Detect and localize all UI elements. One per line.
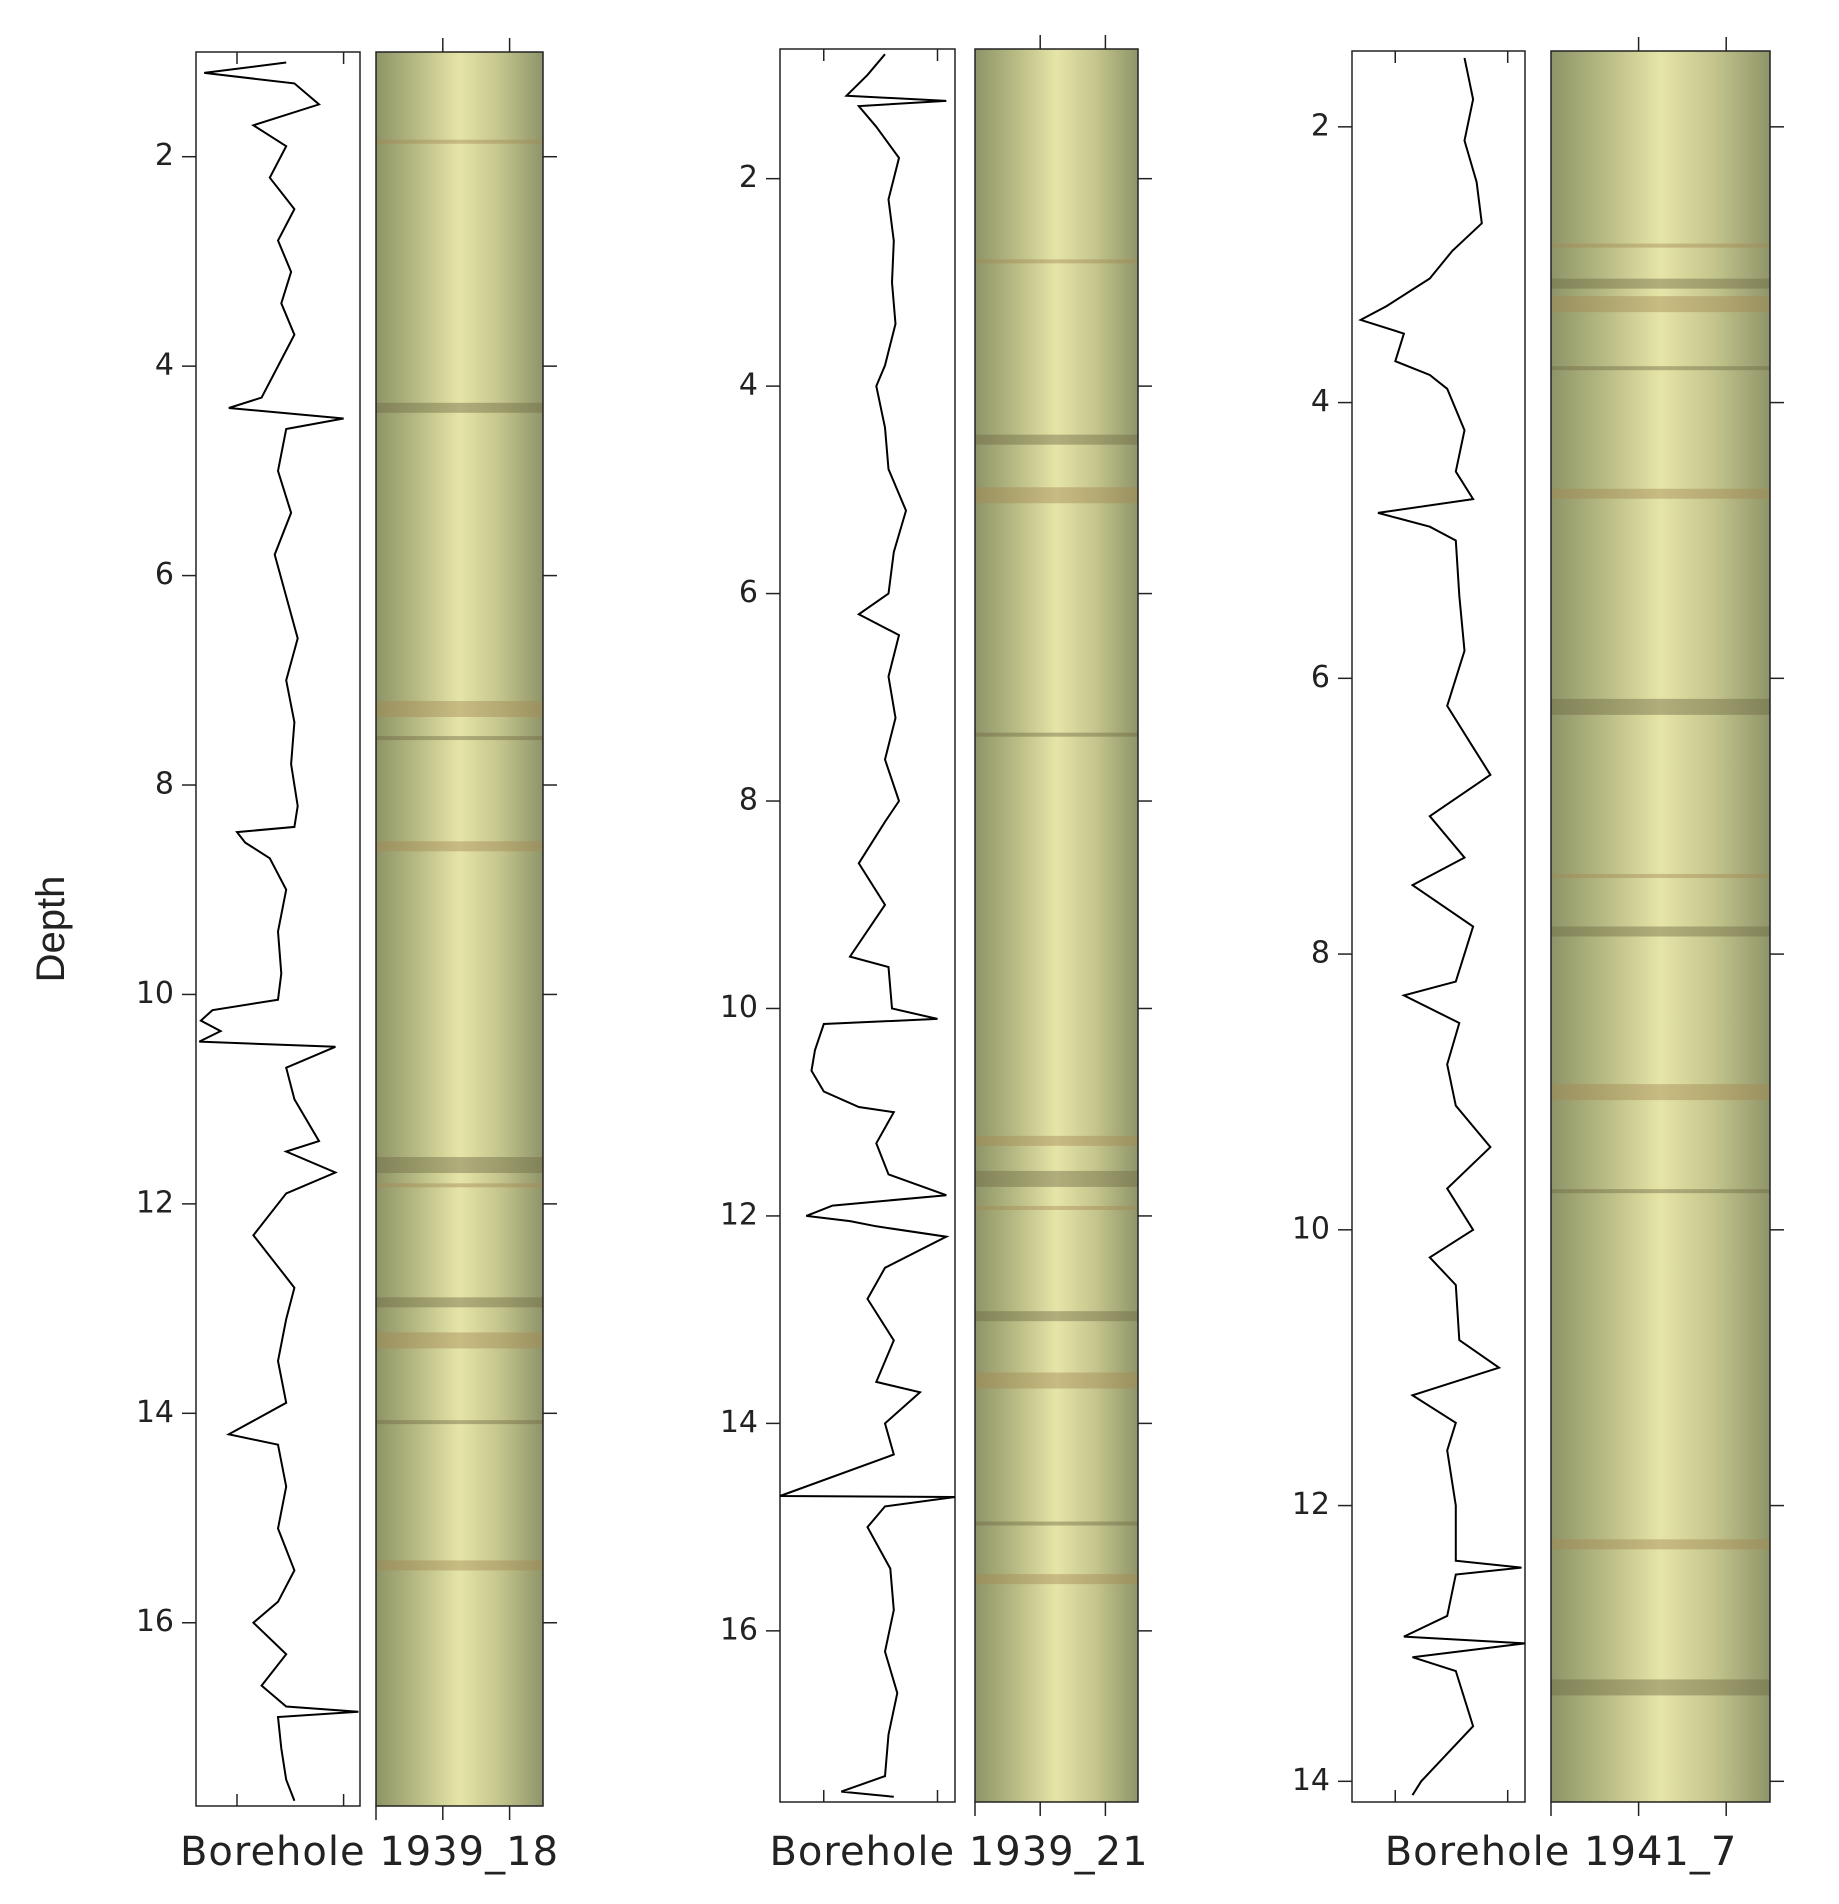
y-tick-label: 16 [720, 1612, 758, 1647]
y-tick-label: 6 [155, 557, 174, 592]
core-band [376, 1183, 543, 1188]
core-image [1551, 51, 1770, 1802]
log-frame [779, 48, 956, 1803]
x-axis-label: Borehole 1939_21 [769, 1829, 1148, 1875]
log-frame [1351, 50, 1526, 1803]
core-band [1551, 278, 1770, 289]
y-tick-label: 6 [1311, 660, 1330, 695]
log-curve [779, 53, 956, 1798]
core-band [1551, 243, 1770, 248]
core-image [376, 52, 543, 1806]
core-frame [974, 48, 1139, 1803]
core-band [975, 1135, 1138, 1146]
core-band [1551, 926, 1770, 937]
y-tick-label: 14 [720, 1405, 758, 1440]
core-band [975, 1311, 1138, 1322]
core-band [376, 736, 543, 741]
y-tick-label: 14 [136, 1395, 174, 1430]
core-band [1551, 1539, 1770, 1550]
core-band [376, 1332, 543, 1349]
x-axis-label: Borehole 1941_7 [1385, 1829, 1738, 1875]
core-band [1551, 873, 1770, 878]
core-band [1551, 1084, 1770, 1101]
core-band [975, 732, 1138, 737]
core-band [975, 259, 1138, 264]
y-tick-label: 12 [720, 1197, 758, 1232]
core-image [975, 49, 1138, 1802]
core-band [975, 1372, 1138, 1389]
core-band [376, 700, 543, 717]
core-band [376, 1420, 543, 1425]
y-tick-label: 12 [1292, 1487, 1330, 1522]
core-band [376, 841, 543, 852]
y-tick-label: 16 [136, 1604, 174, 1639]
core-band [975, 1170, 1138, 1187]
core-band [1551, 1189, 1770, 1194]
core-band [975, 1574, 1138, 1585]
y-tick-label: 10 [136, 976, 174, 1011]
core-band [376, 139, 543, 144]
y-tick-label: 8 [739, 783, 758, 818]
y-axis-label: Depth [29, 876, 73, 983]
core-band [376, 1560, 543, 1571]
y-tick-label: 14 [1292, 1763, 1330, 1798]
core-band [975, 487, 1138, 504]
y-tick-label: 12 [136, 1185, 174, 1220]
y-tick-label: 8 [155, 767, 174, 802]
y-tick-label: 2 [739, 160, 758, 195]
core-band [1551, 698, 1770, 715]
y-tick-label: 2 [155, 138, 174, 173]
y-tick-label: 6 [739, 575, 758, 610]
core-frame [375, 51, 544, 1807]
y-tick-label: 8 [1311, 936, 1330, 971]
y-tick-label: 2 [1311, 108, 1330, 143]
core-band [376, 1297, 543, 1308]
core-band [1551, 488, 1770, 499]
core-band [376, 1157, 543, 1174]
y-tick-label: 4 [155, 348, 174, 383]
log-curve [198, 61, 359, 1802]
core-band [975, 434, 1138, 445]
x-axis-label: Borehole 1939_18 [180, 1829, 559, 1875]
core-band [975, 1205, 1138, 1210]
y-tick-label: 10 [720, 990, 758, 1025]
core-band [1551, 1679, 1770, 1696]
y-tick-label: 10 [1292, 1211, 1330, 1246]
log-curve [1358, 57, 1526, 1796]
core-band [1551, 296, 1770, 313]
y-tick-label: 4 [739, 368, 758, 403]
core-band [975, 1521, 1138, 1526]
y-tick-label: 4 [1311, 384, 1330, 419]
core-band [1551, 366, 1770, 371]
core-frame [1550, 50, 1771, 1803]
core-band [376, 402, 543, 413]
